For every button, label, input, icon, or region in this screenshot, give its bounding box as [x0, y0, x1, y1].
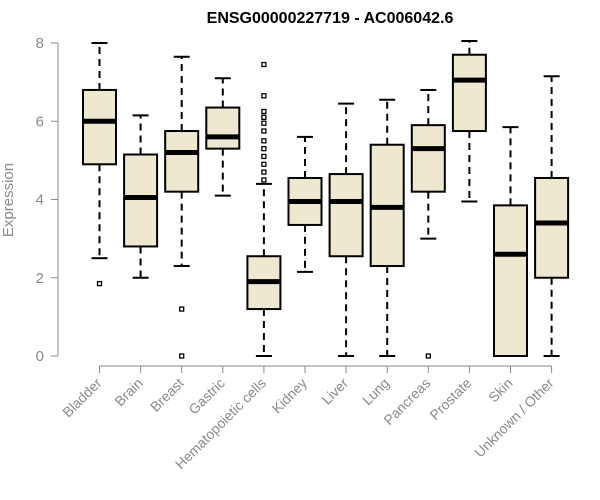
- y-tick-label: 6: [36, 113, 44, 130]
- y-axis: 0 2 4 6 8: [36, 35, 59, 365]
- box-lung: [369, 98, 405, 357]
- outlier-point: [261, 169, 267, 175]
- outlier-point: [425, 353, 431, 359]
- box-pancreas: [410, 88, 446, 359]
- box-gastric: [205, 77, 241, 197]
- x-tick-label: Bladder: [59, 375, 105, 421]
- y-axis-label: Expression: [0, 163, 17, 237]
- outlier-point: [261, 93, 267, 99]
- chart-title: ENSG00000227719 - AC006042.6: [207, 10, 454, 27]
- x-tick-label: Brain: [111, 375, 145, 409]
- x-tick-label: Breast: [147, 375, 187, 415]
- box-skin: [493, 126, 528, 357]
- iqr-box: [205, 106, 241, 150]
- outlier-point: [261, 138, 267, 144]
- outlier-point: [179, 306, 185, 312]
- box-unknown-other: [534, 75, 570, 357]
- iqr-box: [493, 204, 528, 357]
- x-tick-label: Skin: [485, 375, 516, 406]
- outlier-point: [179, 353, 185, 359]
- outlier-point: [261, 177, 267, 183]
- iqr-box: [534, 176, 570, 279]
- boxes-group: [82, 40, 570, 359]
- box-kidney: [287, 135, 323, 273]
- x-tick-label: Liver: [318, 375, 351, 408]
- outlier-point: [261, 120, 267, 126]
- outlier-point: [261, 145, 267, 152]
- box-hematopoietic-cells: [246, 61, 282, 357]
- box-liver: [328, 102, 364, 357]
- iqr-box: [410, 124, 446, 193]
- x-tick-label: Lung: [359, 375, 392, 408]
- box-bladder: [82, 42, 117, 287]
- y-tick-label: 2: [36, 270, 44, 287]
- outlier-point: [261, 114, 267, 120]
- y-tick-label: 8: [36, 35, 44, 52]
- outlier-point: [261, 128, 267, 134]
- box-brain: [123, 114, 159, 279]
- iqr-box: [123, 153, 159, 248]
- box-prostate: [451, 40, 487, 203]
- iqr-box: [328, 173, 364, 258]
- outlier-point: [96, 280, 103, 287]
- x-tick-label: Prostate: [426, 375, 474, 423]
- x-tick-label: Kidney: [269, 375, 311, 417]
- iqr-box: [451, 53, 487, 133]
- iqr-box: [164, 130, 200, 193]
- outlier-point: [261, 61, 267, 68]
- outlier-point: [261, 108, 267, 115]
- box-breast: [164, 55, 200, 359]
- outlier-point: [261, 161, 267, 167]
- iqr-box: [82, 88, 117, 166]
- outlier-point: [261, 153, 267, 160]
- y-tick-label: 4: [36, 192, 44, 209]
- y-tick-label: 0: [36, 348, 44, 365]
